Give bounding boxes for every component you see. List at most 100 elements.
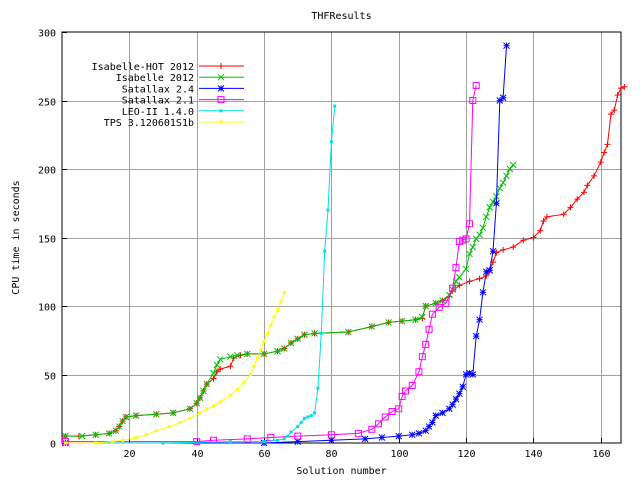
data-point <box>193 438 201 446</box>
data-point <box>178 420 182 424</box>
data-point <box>537 227 544 234</box>
chart-title: THFResults <box>311 11 371 22</box>
data-point <box>530 234 537 241</box>
data-point <box>217 73 225 81</box>
data-point <box>611 107 618 114</box>
data-point <box>306 415 310 419</box>
legend-item: Isabelle 2012 <box>116 73 244 84</box>
data-point <box>472 235 480 243</box>
series-2 <box>62 42 510 447</box>
data-point <box>422 340 430 348</box>
data-point <box>217 96 225 104</box>
data-point <box>385 319 392 326</box>
data-point <box>119 417 126 425</box>
data-point <box>63 441 67 445</box>
data-point <box>294 432 302 440</box>
data-point <box>398 317 406 325</box>
data-point <box>122 413 130 421</box>
y-tick-label: 50 <box>44 372 56 383</box>
legend-item: Satallax 2.4 <box>122 84 244 95</box>
data-point <box>415 430 423 437</box>
data-point <box>309 414 313 418</box>
data-point <box>193 399 201 407</box>
data-point <box>469 243 477 251</box>
data-point <box>294 335 302 343</box>
y-tick-label: 100 <box>38 303 56 314</box>
data-point <box>449 284 457 292</box>
data-point <box>210 375 217 382</box>
y-tick-label: 200 <box>38 166 56 177</box>
data-point <box>262 440 266 444</box>
data-point <box>408 431 416 439</box>
data-point <box>476 316 483 324</box>
data-point <box>243 350 251 358</box>
data-point <box>445 405 453 413</box>
data-point <box>272 315 276 319</box>
data-point <box>115 423 123 430</box>
legend-label: Isabelle-HOT 2012 <box>92 62 194 73</box>
data-point <box>428 310 436 318</box>
data-point <box>486 204 494 211</box>
data-point <box>235 388 239 392</box>
data-point <box>395 405 403 413</box>
data-point <box>94 441 98 445</box>
data-point <box>61 438 69 446</box>
data-point <box>425 325 433 333</box>
data-point <box>105 430 113 437</box>
data-point <box>439 409 446 417</box>
data-point <box>469 97 477 104</box>
data-point <box>591 172 598 179</box>
data-point <box>227 363 234 370</box>
series-0 <box>62 83 628 440</box>
data-point <box>233 351 241 359</box>
legend-item: Isabelle-HOT 2012 <box>92 62 244 73</box>
data-point <box>287 339 295 347</box>
data-point <box>282 437 286 441</box>
data-point <box>466 250 473 258</box>
data-point <box>280 345 288 352</box>
data-point <box>196 394 204 402</box>
data-point <box>375 420 383 428</box>
data-point <box>186 405 194 413</box>
data-point <box>449 401 456 408</box>
data-point <box>540 218 547 225</box>
data-point <box>242 381 246 385</box>
data-point <box>361 435 369 443</box>
data-point <box>466 278 473 285</box>
data-point <box>252 364 256 368</box>
legend-item: TPS 3.120601S1b <box>104 118 244 129</box>
x-tick-label: 40 <box>191 449 203 460</box>
legend-label: Isabelle 2012 <box>116 73 194 84</box>
plot-frame <box>61 31 622 444</box>
legend-label: Satallax 2.4 <box>122 84 194 95</box>
data-point <box>279 300 283 304</box>
data-point <box>499 94 507 102</box>
data-point <box>274 347 281 355</box>
series-line <box>65 86 625 437</box>
data-point <box>152 410 160 418</box>
data-point <box>276 438 280 442</box>
data-point <box>401 387 409 395</box>
data-point <box>432 299 440 307</box>
data-point <box>112 427 120 435</box>
data-point <box>188 416 192 420</box>
series-5 <box>63 290 286 445</box>
y-tick-label: 300 <box>38 29 56 40</box>
data-point <box>621 83 628 90</box>
data-point <box>388 407 396 415</box>
data-point <box>462 265 470 273</box>
data-point <box>203 380 211 388</box>
data-point <box>311 330 318 337</box>
data-point <box>567 204 574 211</box>
data-point <box>198 411 202 415</box>
data-point <box>92 431 100 439</box>
data-point <box>121 438 125 442</box>
data-point <box>520 237 527 244</box>
data-point <box>496 184 504 192</box>
data-point <box>326 208 330 212</box>
y-axis-label: CPU time in seconds <box>11 180 22 294</box>
data-point <box>499 179 507 187</box>
data-point <box>412 316 419 324</box>
